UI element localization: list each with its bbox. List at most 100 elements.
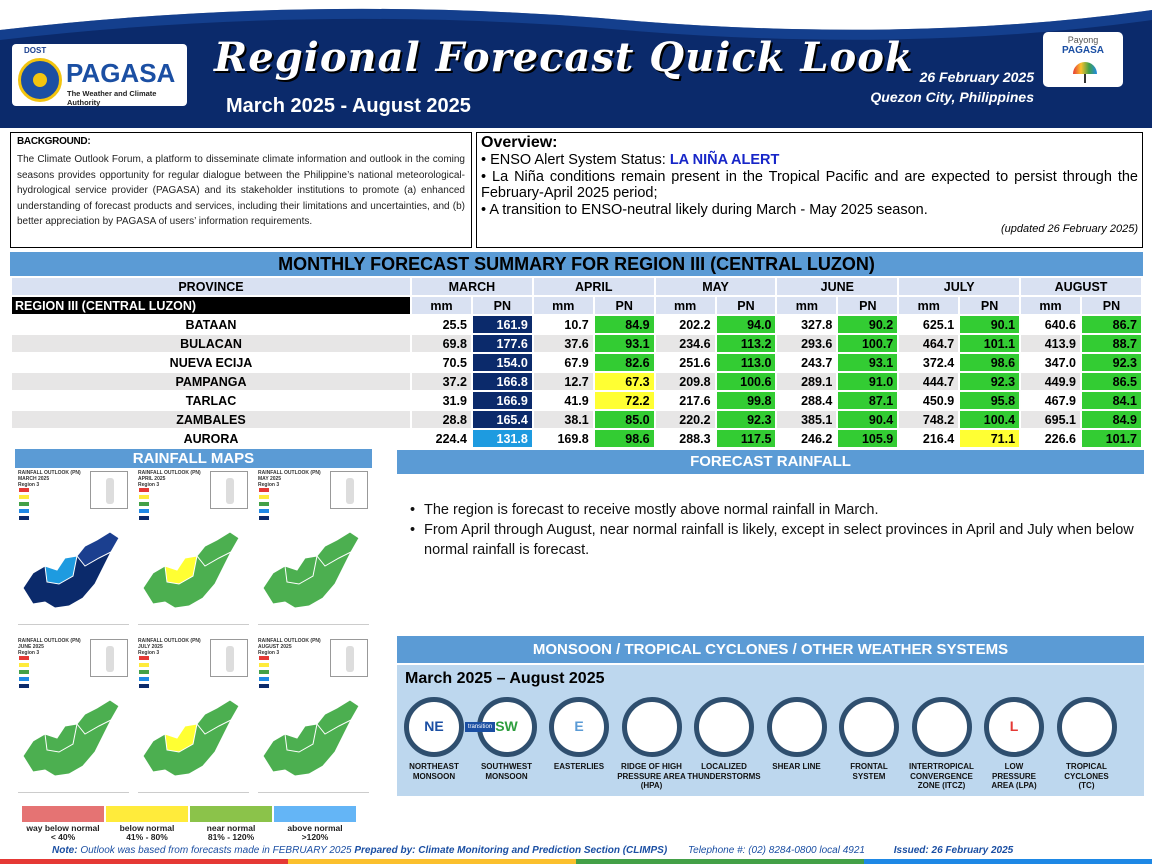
frontal-system-icon — [839, 697, 899, 757]
icon-label: NE — [424, 718, 444, 734]
legend-range: < 40% — [50, 832, 76, 842]
icon-label: E — [574, 718, 584, 734]
rainfall-pn: 84.1 — [1079, 390, 1144, 411]
location-inset-icon — [90, 639, 128, 677]
system-label: SOUTHWEST MONSOON — [470, 762, 544, 781]
rainfall-pn: 86.5 — [1079, 371, 1144, 392]
region-map-icon — [262, 699, 360, 777]
itcz-icon — [911, 697, 972, 757]
rainfall-mm: 444.7 — [897, 371, 961, 392]
rainfall-mm: 625.1 — [897, 314, 961, 335]
pn-header: PN — [592, 295, 656, 316]
overview-updated: (updated 26 February 2025) — [1001, 223, 1138, 235]
map-region: Region 3 — [138, 650, 160, 656]
system-label-line: MONSOON — [485, 771, 528, 781]
rainfall-pn: 84.9 — [592, 314, 656, 335]
map-legend — [259, 656, 293, 691]
note-text: Outlook was based from forecasts made in… — [77, 845, 355, 856]
transition-arrow: transition — [465, 722, 495, 732]
map-legend — [139, 656, 173, 691]
northeast-monsoon-icon: NE — [404, 697, 464, 757]
rainfall-pn: 113.0 — [714, 352, 778, 373]
legend-category: below normal — [119, 823, 175, 833]
prepared-by: Prepared by: Climate Monitoring and Pred… — [354, 845, 668, 856]
weather-system: E EASTERLIES — [542, 697, 616, 772]
rainfall-mm: 449.9 — [1019, 371, 1082, 392]
province-name: PAMPANGA — [10, 371, 412, 392]
legend-category: near normal — [206, 823, 256, 833]
enso-status: LA NIÑA ALERT — [669, 152, 780, 168]
month-header: JUNE — [775, 276, 900, 297]
weather-system: INTERTROPICAL CONVERGENCE ZONE (ITCZ) — [905, 697, 979, 791]
map-title-line: RAINFALL OUTLOOK (PN) — [258, 470, 321, 476]
shear-line-icon — [766, 697, 827, 757]
province-name: BULACAN — [10, 333, 412, 354]
agency-name: PAGASA — [66, 58, 176, 88]
rainfall-mm: 70.5 — [410, 352, 473, 373]
rainfall-mm: 169.8 — [531, 428, 595, 449]
pn-header: PN — [714, 295, 778, 316]
map-title-line: RAINFALL OUTLOOK (PN) — [18, 470, 81, 476]
weather-system: RIDGE OF HIGH PRESSURE AREA (HPA) — [615, 697, 689, 791]
rainfall-mm: 10.7 — [531, 314, 595, 335]
background-box: BACKGROUND: The Climate Outlook Forum, a… — [10, 132, 472, 248]
rainfall-mm: 226.6 — [1019, 428, 1082, 449]
location-inset-icon — [90, 471, 128, 509]
forecast-rainfall-list: The region is forecast to receive mostly… — [410, 500, 1140, 560]
system-label-line: TROPICAL — [1066, 762, 1107, 771]
tropical-cyclone-icon — [1056, 697, 1117, 757]
month-header: JULY — [897, 276, 1022, 297]
rainfall-pn: 90.2 — [836, 314, 900, 335]
issue-date: 26 February 2025 — [919, 69, 1034, 85]
weather-system: TROPICAL CYCLONES (TC) — [1050, 697, 1124, 791]
map-month: APRIL 2025 — [138, 476, 166, 482]
rainfall-mm: 224.4 — [410, 428, 473, 449]
province-header: PROVINCE — [10, 276, 412, 297]
month-header: MARCH — [410, 276, 534, 297]
map-legend — [259, 488, 293, 523]
rainfall-mm: 220.2 — [653, 409, 717, 430]
weather-system: NE NORTHEAST MONSOON — [397, 697, 471, 781]
pagasa-seal-icon — [18, 58, 62, 102]
rainfall-pn: 166.9 — [470, 390, 534, 411]
header-banner: DOST PAGASA The Weather and Climate Auth… — [0, 0, 1152, 128]
rainfall-mm: 31.9 — [410, 390, 473, 411]
rainfall-pn: 99.8 — [714, 390, 778, 411]
system-label: SHEAR LINE — [760, 762, 834, 772]
pn-header: PN — [836, 295, 900, 316]
rainfall-pn: 92.3 — [958, 371, 1022, 392]
legend-swatch — [190, 806, 272, 822]
map-footer — [18, 624, 129, 632]
system-label-line: SYSTEM — [852, 771, 886, 781]
payong-pagasa-logo: Payong PAGASA — [1043, 32, 1123, 87]
rainfall-pn: 161.9 — [470, 314, 534, 335]
location-inset-icon — [330, 471, 368, 509]
rainfall-mm: 467.9 — [1019, 390, 1082, 411]
rainfall-pn: 71.1 — [958, 428, 1022, 449]
rainfall-pn: 95.8 — [958, 390, 1022, 411]
rainfall-mm: 25.5 — [410, 314, 473, 335]
rainfall-mm: 216.4 — [897, 428, 961, 449]
rainfall-pn: 88.7 — [1079, 333, 1144, 354]
ridge-high-pressure-icon — [621, 697, 682, 757]
rainfall-mm: 246.2 — [775, 428, 839, 449]
rainfall-pn: 90.1 — [958, 314, 1022, 335]
weather-system: FRONTAL SYSTEM — [832, 697, 906, 781]
region-map-icon — [142, 531, 240, 609]
map-title: RAINFALL OUTLOOK (PN) AUGUST 2025 Region 3 — [258, 638, 321, 656]
system-label-line: AREA (LPA) — [991, 781, 1037, 790]
dost-label: DOST — [24, 46, 47, 55]
month-header: APRIL — [531, 276, 656, 297]
rainfall-pn: 72.2 — [592, 390, 656, 411]
map-footer — [258, 624, 369, 632]
location-inset-icon — [210, 471, 248, 509]
umbrella-icon — [1073, 62, 1097, 74]
rainfall-map: RAINFALL OUTLOOK (PN) APRIL 2025 Region 3 — [135, 468, 252, 634]
rainfall-pn: 131.8 — [470, 428, 534, 449]
map-title: RAINFALL OUTLOOK (PN) JULY 2025 Region 3 — [138, 638, 201, 656]
rainfall-mm: 640.6 — [1019, 314, 1082, 335]
table-row: BATAAN 25.5 161.9 10.7 84.9 202.2 94.0 327.8 90.… — [10, 314, 1144, 335]
map-region: Region 3 — [258, 650, 280, 656]
rainfall-maps-title: RAINFALL MAPS — [15, 449, 372, 468]
map-title-line: RAINFALL OUTLOOK (PN) — [138, 638, 201, 644]
